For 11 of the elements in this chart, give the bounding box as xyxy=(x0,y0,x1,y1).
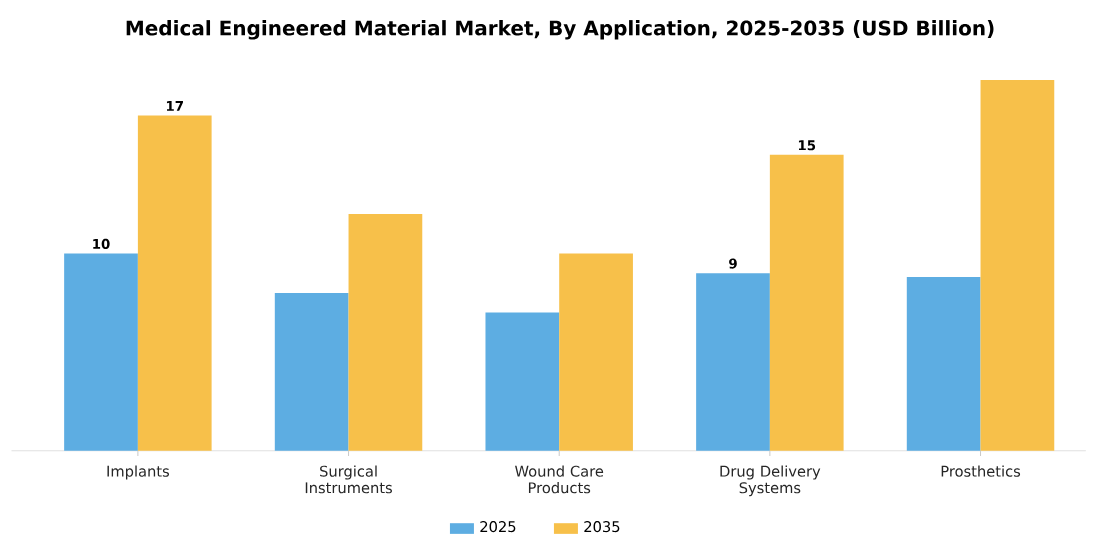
bar xyxy=(696,273,770,451)
bar xyxy=(906,277,981,451)
bar xyxy=(274,292,349,451)
bar xyxy=(559,253,633,451)
bar xyxy=(348,214,423,451)
bar xyxy=(980,79,1055,451)
chart-title: Medical Engineered Material Market, By Application, 2025-2035 (USD Billion) xyxy=(126,20,994,40)
bar xyxy=(769,154,844,451)
bar xyxy=(64,253,138,451)
bar xyxy=(485,312,560,451)
bar xyxy=(137,115,212,451)
